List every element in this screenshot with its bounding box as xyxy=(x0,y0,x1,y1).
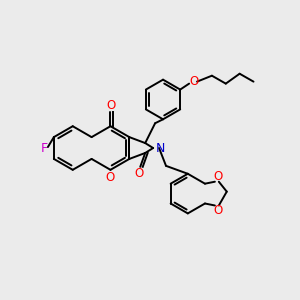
Text: O: O xyxy=(135,167,144,180)
Text: O: O xyxy=(106,171,115,184)
Text: O: O xyxy=(213,204,223,217)
Text: O: O xyxy=(107,99,116,112)
Text: O: O xyxy=(189,75,199,88)
Text: F: F xyxy=(40,142,47,154)
Text: O: O xyxy=(213,170,223,183)
Text: N: N xyxy=(155,142,165,154)
